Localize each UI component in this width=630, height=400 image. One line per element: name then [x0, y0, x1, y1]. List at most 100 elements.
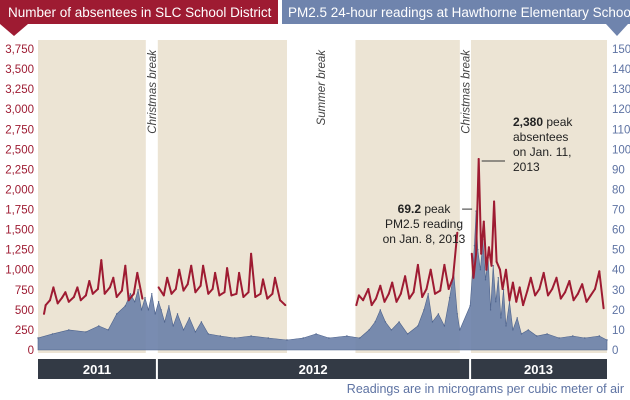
left-tick-label: 1,000	[5, 265, 34, 277]
absentees-point-16	[103, 292, 106, 295]
absentees-point-74	[421, 296, 424, 298]
right-tick-label: 130	[612, 84, 630, 96]
absentees-point-9	[76, 286, 79, 289]
pm25-point-37	[368, 329, 370, 331]
pm25-point-80	[598, 335, 600, 337]
pm25-point-10	[137, 289, 139, 291]
absentees-point-76	[429, 268, 432, 271]
pm25-point-18	[163, 321, 166, 323]
absentees-point-22	[127, 299, 130, 302]
absentees-point-58	[355, 304, 358, 307]
absentees-point-106	[542, 271, 545, 274]
right-tick-label: 80	[612, 185, 625, 197]
absentees-point-86	[477, 158, 480, 160]
absentees-point-85	[475, 252, 478, 255]
absentees-point-4	[56, 302, 59, 305]
pm25-point-29	[250, 335, 252, 337]
right-tick-label: 140	[612, 64, 630, 76]
break-label-0: Christmas break	[147, 49, 159, 134]
pm25-point-12	[144, 297, 146, 299]
absentees-point-54	[271, 292, 274, 295]
annotation-absentees-line1: 2,380 peak	[513, 115, 573, 129]
pm25-point-64	[492, 265, 494, 267]
absentees-point-1	[44, 304, 47, 307]
right-axis-ticks: 0 10 20 30 40 50 60 70 80 90 100 110 120 130 140 150	[612, 44, 630, 357]
year-label-2013: 2013	[524, 362, 553, 377]
left-axis-title: Number of absentees in SLC School Distri…	[8, 5, 272, 20]
pm25-point-9	[134, 301, 136, 303]
pm25-point-69	[505, 325, 507, 327]
annotation-absentees-line4: 2013	[513, 160, 540, 174]
absentees-point-64	[379, 284, 382, 287]
pm25-point-14	[151, 293, 153, 295]
right-tick-label: 40	[612, 265, 625, 277]
pm25-point-59	[479, 269, 482, 271]
absentees-point-37	[202, 264, 205, 267]
absentees-point-19	[115, 296, 118, 298]
pm25-point-73	[520, 333, 523, 335]
pm25-series	[37, 210, 608, 351]
absentees-point-103	[529, 276, 532, 279]
annotation-pm25-text: peak	[421, 202, 451, 216]
pm25-point-5	[107, 329, 109, 331]
absentees-point-36	[199, 284, 202, 287]
left-tick-label: 2,500	[5, 144, 34, 156]
absentees-point-77	[434, 292, 436, 295]
absentees-point-61	[367, 288, 370, 290]
annotation-absentees-line3: on Jan. 11,	[513, 145, 572, 159]
absentees-point-55	[274, 276, 276, 279]
absentees-point-119	[598, 270, 601, 273]
absentees-point-88	[482, 220, 485, 223]
pm25-point-53	[459, 329, 461, 331]
absentees-point-65	[383, 300, 386, 303]
absentees-point-33	[186, 283, 189, 286]
absentees-point-40	[214, 271, 217, 274]
annotation-absentees-line2: absentees	[513, 130, 568, 144]
absentees-point-0	[43, 312, 45, 315]
absentees-point-28	[166, 276, 169, 279]
absentees-point-110	[559, 297, 562, 300]
left-title-pointer	[0, 24, 28, 36]
left-tick-label: 3,750	[5, 44, 34, 56]
absentees-point-45	[235, 292, 238, 295]
pm25-point-4	[98, 325, 100, 327]
right-tick-label: 90	[612, 164, 625, 176]
right-tick-label: 10	[612, 325, 625, 337]
pm25-point-33	[315, 333, 317, 335]
right-title-box	[282, 0, 630, 24]
absentees-point-87	[480, 252, 483, 255]
pm25-point-47	[431, 321, 434, 323]
absentees-point-6	[64, 291, 67, 294]
pm25-point-3	[85, 331, 87, 333]
pm25-point-1	[51, 333, 54, 335]
pm25-point-61	[484, 279, 487, 281]
pm25-point-79	[584, 337, 586, 339]
absentees-line-0	[43, 259, 144, 315]
absentees-point-73	[416, 263, 419, 266]
pm25-point-54	[469, 305, 471, 307]
pm25-point-58	[477, 249, 479, 251]
absentees-point-23	[132, 292, 135, 295]
absentees-point-96	[505, 268, 507, 271]
absentees-point-31	[178, 268, 181, 271]
pm25-point-67	[500, 317, 502, 319]
absentees-point-35	[194, 291, 197, 294]
absentees-point-97	[508, 299, 511, 302]
pm25-point-13	[147, 309, 150, 311]
pm25-point-24	[194, 331, 197, 333]
pm25-point-28	[234, 337, 236, 339]
right-tick-label: 50	[612, 245, 625, 257]
absentees-point-95	[501, 288, 504, 290]
pm25-point-75	[536, 335, 538, 337]
right-tick-label: 100	[612, 144, 630, 156]
pm25-point-19	[168, 305, 170, 307]
pm25-point-25	[200, 321, 203, 323]
absentees-point-114	[576, 292, 579, 295]
pm25-point-34	[328, 337, 330, 339]
absentees-point-115	[581, 283, 584, 286]
absentees-point-13	[91, 292, 94, 295]
pm25-point-39	[379, 309, 381, 311]
absentees-point-93	[495, 260, 498, 263]
